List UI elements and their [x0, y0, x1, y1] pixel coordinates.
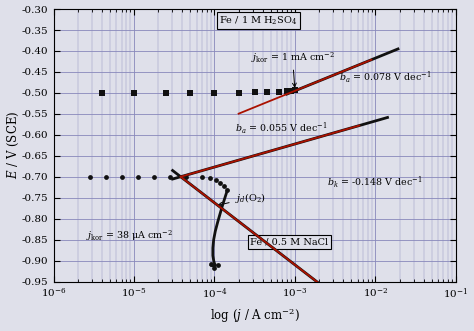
Point [187, 90, 194, 96]
Point [163, 90, 170, 96]
Point [210, 265, 218, 271]
Y-axis label: $E$ / V (SCE): $E$ / V (SCE) [6, 111, 21, 179]
Text: $j_{\mathrm{kor}}$ = 38 μA cm$^{-2}$: $j_{\mathrm{kor}}$ = 38 μA cm$^{-2}$ [85, 228, 173, 243]
Text: $j_{\mathrm{kor}}$ = 1 mA cm$^{-2}$: $j_{\mathrm{kor}}$ = 1 mA cm$^{-2}$ [251, 50, 334, 87]
Point [207, 175, 214, 181]
Point [208, 261, 215, 266]
Point [166, 174, 174, 179]
Point [287, 88, 295, 93]
Point [118, 174, 126, 179]
Text: $b_k$ = -0.148 V dec$^{-1}$: $b_k$ = -0.148 V dec$^{-1}$ [327, 175, 423, 191]
Text: $b_a$ = 0.055 V dec$^{-1}$: $b_a$ = 0.055 V dec$^{-1}$ [235, 120, 328, 137]
Point [283, 89, 291, 94]
Point [263, 89, 271, 95]
Point [275, 89, 283, 94]
Point [134, 174, 142, 179]
Point [150, 174, 158, 179]
Point [224, 187, 231, 193]
Point [220, 183, 228, 189]
Point [251, 90, 258, 95]
Point [182, 174, 190, 179]
Point [86, 174, 93, 179]
Text: $b_a$ = 0.078 V dec$^{-1}$: $b_a$ = 0.078 V dec$^{-1}$ [339, 70, 431, 86]
Text: Fe / 0.5 M NaCl: Fe / 0.5 M NaCl [250, 237, 328, 246]
Text: $j_d$(O$_2$): $j_d$(O$_2$) [218, 191, 265, 206]
Point [212, 177, 220, 183]
Point [199, 174, 206, 179]
Point [130, 90, 138, 96]
Point [216, 180, 224, 185]
Point [210, 90, 218, 96]
Point [291, 88, 299, 93]
Point [102, 174, 109, 179]
Point [98, 90, 106, 96]
Point [214, 262, 221, 267]
X-axis label: log ($j$ / A cm$^{-2}$): log ($j$ / A cm$^{-2}$) [210, 307, 300, 325]
Text: Fe / 1 M H$_2$SO$_4$: Fe / 1 M H$_2$SO$_4$ [219, 14, 298, 26]
Point [235, 90, 242, 96]
